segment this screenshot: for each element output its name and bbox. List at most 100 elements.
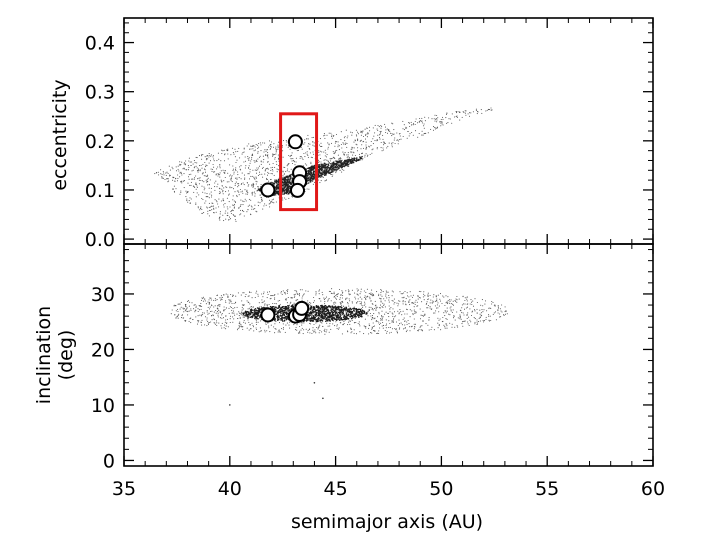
outer-region-dot — [500, 310, 502, 312]
outer-region-dot — [247, 185, 249, 187]
outer-region-dot — [252, 186, 254, 188]
outer-region-dot — [436, 307, 438, 309]
outer-region-dot — [209, 297, 211, 299]
outer-region-dot — [253, 145, 255, 147]
outer-region-dot — [352, 151, 354, 153]
outer-region-dot — [408, 122, 410, 124]
outer-region-dot — [319, 138, 321, 140]
outer-region-dot — [267, 293, 269, 295]
outer-region-dot — [283, 197, 286, 199]
inner-region-dot — [332, 170, 334, 173]
outer-region-dot — [204, 298, 206, 300]
outer-region-dot — [251, 154, 254, 156]
inner-region-dot — [350, 317, 353, 320]
outer-region-dot — [232, 169, 234, 172]
outer-region-dot — [312, 329, 314, 331]
outer-region-dot — [241, 172, 243, 174]
outer-region-dot — [247, 167, 250, 169]
outer-region-dot — [354, 154, 356, 157]
outer-region-dot — [324, 297, 326, 299]
object-marker — [287, 134, 303, 150]
outer-region-dot — [202, 163, 204, 165]
outer-region-dot — [384, 329, 386, 332]
outer-region-dot — [339, 157, 341, 159]
outer-region-dot — [453, 116, 456, 118]
outer-region-dot — [424, 132, 426, 134]
outer-region-dot — [236, 306, 238, 308]
outer-region-dot — [488, 307, 490, 309]
outer-region-dot — [250, 160, 252, 162]
outer-region-dot — [208, 187, 210, 189]
outer-region-dot — [239, 316, 241, 318]
outer-region-dot — [335, 321, 337, 323]
outer-region-dot — [177, 317, 179, 319]
outer-region-dot — [262, 155, 264, 157]
outer-region-dot — [321, 151, 323, 153]
outer-region-dot — [403, 129, 405, 131]
outer-region-dot — [465, 114, 467, 116]
outer-region-dot — [284, 293, 287, 295]
inner-region-dot — [283, 192, 286, 195]
outer-region-dot — [251, 184, 253, 186]
outer-region-dot — [371, 328, 373, 330]
outer-region-dot — [463, 111, 465, 113]
outer-region-dot — [157, 171, 159, 173]
outer-region-dot — [239, 214, 241, 216]
outer-region-dot — [218, 206, 220, 208]
outer-region-dot — [176, 180, 179, 182]
outer-region-dot — [191, 170, 193, 172]
outer-region-dot — [216, 168, 218, 170]
outer-region-dot — [344, 140, 346, 142]
outer-region-dot — [331, 175, 333, 177]
inner-region-dot — [326, 163, 328, 165]
inner-region-dot — [319, 171, 321, 173]
outer-region-dot — [188, 160, 190, 162]
outer-region-dot — [233, 302, 235, 305]
outer-region-dot — [259, 173, 261, 175]
outer-region-dot — [215, 200, 217, 202]
outer-region-dot — [205, 175, 207, 177]
outer-region-dot — [451, 311, 453, 313]
outer-region-dot — [369, 296, 371, 298]
outer-region-dot — [376, 291, 378, 293]
outer-region-dot — [243, 174, 246, 176]
outer-region-dot — [251, 192, 253, 194]
outer-region-dot — [177, 165, 179, 167]
outer-region-dot — [252, 144, 254, 146]
outer-region-dot — [282, 193, 284, 195]
outer-region-dot — [229, 315, 232, 317]
outer-region-dot — [437, 117, 439, 119]
outer-region-dot — [373, 295, 375, 297]
outer-region-dot — [460, 318, 462, 320]
outer-region-dot — [476, 110, 479, 112]
outer-region-dot — [450, 303, 452, 305]
outer-region-dot — [318, 151, 320, 153]
outer-region-dot — [409, 316, 411, 318]
outer-region-dot — [446, 310, 448, 312]
outer-region-dot — [227, 153, 229, 155]
inner-region-dot — [313, 165, 315, 167]
outer-region-dot — [391, 328, 394, 330]
outer-region-dot — [213, 208, 215, 210]
outer-region-dot — [413, 328, 415, 330]
outer-region-dot — [219, 174, 221, 176]
outer-region-dot — [389, 322, 391, 325]
outer-region-dot — [155, 172, 157, 174]
outer-region-dot — [386, 128, 388, 130]
outer-region-dot — [476, 301, 478, 304]
outer-region-dot — [371, 294, 373, 296]
outer-region-dot — [410, 295, 412, 297]
inner-region-dot — [356, 157, 358, 159]
inner-region-dot — [274, 306, 276, 308]
outer-region-dot — [187, 201, 189, 203]
outer-region-dot — [347, 152, 349, 154]
inner-region-dot — [329, 163, 332, 165]
outer-region-dot — [348, 157, 350, 159]
outer-region-dot — [282, 150, 284, 152]
outer-region-dot — [183, 180, 185, 182]
outer-region-dot — [268, 199, 271, 201]
outer-region-dot — [187, 182, 189, 184]
outer-region-dot — [238, 207, 240, 209]
outer-region-dot — [461, 304, 463, 306]
outer-region-dot — [262, 176, 264, 178]
